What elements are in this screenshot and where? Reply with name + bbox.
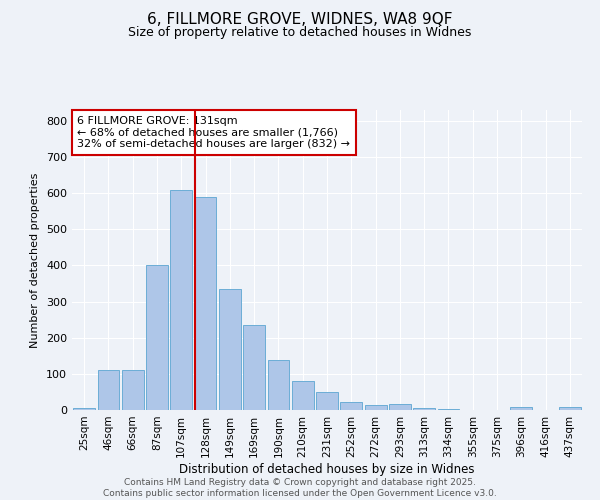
Bar bbox=[146, 266, 168, 410]
Bar bbox=[413, 408, 435, 410]
Text: 6 FILLMORE GROVE: 131sqm
← 68% of detached houses are smaller (1,766)
32% of sem: 6 FILLMORE GROVE: 131sqm ← 68% of detach… bbox=[77, 116, 350, 149]
Bar bbox=[97, 370, 119, 410]
X-axis label: Distribution of detached houses by size in Widnes: Distribution of detached houses by size … bbox=[179, 462, 475, 475]
Bar bbox=[389, 404, 411, 410]
Bar bbox=[243, 325, 265, 410]
Bar bbox=[340, 402, 362, 410]
Bar bbox=[194, 196, 217, 410]
Bar bbox=[365, 404, 386, 410]
Y-axis label: Number of detached properties: Number of detached properties bbox=[31, 172, 40, 348]
Text: Size of property relative to detached houses in Widnes: Size of property relative to detached ho… bbox=[128, 26, 472, 39]
Text: 6, FILLMORE GROVE, WIDNES, WA8 9QF: 6, FILLMORE GROVE, WIDNES, WA8 9QF bbox=[147, 12, 453, 28]
Bar bbox=[268, 360, 289, 410]
Bar bbox=[170, 190, 192, 410]
Bar bbox=[122, 370, 143, 410]
Bar bbox=[316, 392, 338, 410]
Bar bbox=[73, 408, 95, 410]
Bar bbox=[511, 408, 532, 410]
Bar bbox=[559, 407, 581, 410]
Bar bbox=[219, 289, 241, 410]
Text: Contains HM Land Registry data © Crown copyright and database right 2025.
Contai: Contains HM Land Registry data © Crown c… bbox=[103, 478, 497, 498]
Bar bbox=[292, 381, 314, 410]
Bar bbox=[437, 409, 460, 410]
